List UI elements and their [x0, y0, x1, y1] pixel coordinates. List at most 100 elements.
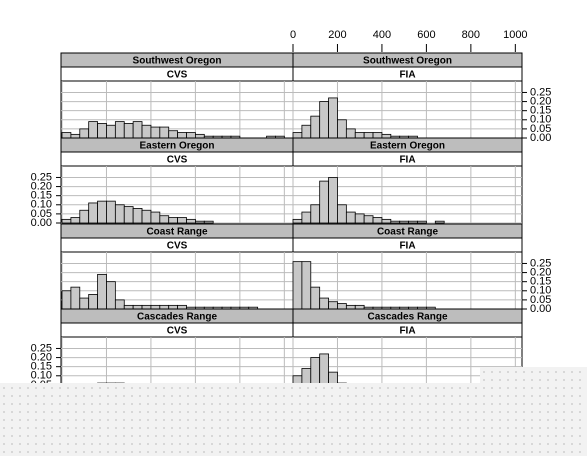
bar [79, 209, 90, 224]
y-tick-label: 0.20 [31, 351, 52, 363]
plot-area: 0 200 400 600 800 1000 Southwest Oregon CVS Sout… [31, 29, 552, 400]
bar [381, 218, 392, 224]
bar [372, 217, 383, 224]
bar [354, 213, 365, 224]
bar [132, 304, 143, 310]
bar [434, 220, 445, 224]
bar [381, 133, 392, 139]
y-tick-label: 0.20 [530, 266, 551, 278]
bar [203, 220, 214, 224]
y-tick-label: 0.10 [530, 285, 551, 297]
bar [337, 303, 347, 310]
bar [159, 126, 170, 139]
bar [70, 133, 81, 139]
bar [70, 286, 81, 310]
bar [319, 101, 329, 139]
y-tick-label: 0.15 [31, 361, 52, 373]
bar [328, 177, 338, 224]
bar [141, 304, 152, 310]
y-tick-label: 0.15 [530, 105, 551, 117]
overlay-patch [0, 383, 587, 456]
bar [150, 126, 161, 139]
y-tick-label: 0.25 [530, 86, 551, 98]
bar [114, 299, 125, 310]
bar [159, 215, 170, 224]
strip-region-label: Southwest Oregon [133, 56, 222, 67]
bar [363, 215, 374, 224]
bar [106, 200, 116, 224]
bar [345, 211, 356, 224]
bar [417, 220, 427, 224]
bar [141, 209, 152, 224]
bar [301, 211, 312, 224]
bar [408, 220, 418, 224]
overlay-patch [480, 367, 587, 387]
bar [319, 297, 329, 310]
bar [319, 180, 329, 224]
bar [132, 121, 143, 139]
strip-region-label: Cascades Range [367, 312, 447, 323]
bar [114, 121, 125, 139]
bar [177, 304, 187, 310]
bar [177, 217, 187, 224]
strip-region-label: Cascades Range [137, 312, 217, 323]
x-tick-label: 0 [290, 29, 296, 41]
strip-region-label: Eastern Oregon [370, 141, 445, 152]
bar [132, 208, 143, 224]
strip-region-label: Eastern Oregon [139, 141, 214, 152]
bar [97, 273, 107, 310]
strip-source-label: CVS [167, 326, 188, 337]
y-tick-label: 0.10 [530, 114, 551, 126]
bar [168, 130, 179, 139]
bar [150, 211, 161, 224]
strip-region-label: Southwest Oregon [363, 56, 452, 67]
bar [186, 218, 196, 224]
x-tick-label: 800 [462, 29, 480, 41]
bar [337, 119, 347, 139]
y-tick-label: 0.05 [31, 208, 52, 220]
bar [328, 97, 338, 139]
bar [354, 304, 365, 310]
bar [310, 204, 321, 224]
strip-source-label: CVS [167, 241, 188, 252]
bar [106, 124, 116, 139]
bar [61, 290, 72, 310]
strip-region-label: Coast Range [377, 227, 439, 238]
y-tick-label: 0.15 [530, 276, 551, 288]
bar [177, 132, 187, 139]
bar [345, 128, 356, 139]
strip-source-label: CVS [167, 155, 188, 166]
bar [310, 286, 321, 310]
bar [70, 217, 81, 224]
bar [61, 132, 72, 139]
bar [194, 133, 205, 139]
bar [88, 294, 98, 310]
bar [363, 132, 374, 139]
bar [79, 297, 90, 310]
bar [159, 304, 170, 310]
bar [97, 123, 107, 139]
bar [168, 217, 179, 224]
y-tick-label: 0.10 [31, 199, 52, 211]
strip-source-label: FIA [399, 155, 415, 166]
bar [88, 202, 98, 224]
x-tick-label: 400 [373, 29, 391, 41]
bar [292, 132, 303, 139]
y-tick-label: 0.00 [530, 303, 551, 315]
bar [301, 124, 312, 139]
bar [79, 128, 90, 139]
bar [292, 218, 303, 224]
y-tick-label: 0.25 [31, 342, 52, 354]
y-tick-label: 0.00 [31, 217, 52, 229]
bar [310, 115, 321, 139]
bar [390, 220, 401, 224]
bar [123, 304, 134, 310]
bar [399, 220, 410, 224]
strip-region-label: Coast Range [146, 227, 208, 238]
bar [141, 124, 152, 139]
bar [123, 123, 134, 139]
bar [328, 301, 338, 310]
x-tick-label: 1000 [503, 29, 527, 41]
